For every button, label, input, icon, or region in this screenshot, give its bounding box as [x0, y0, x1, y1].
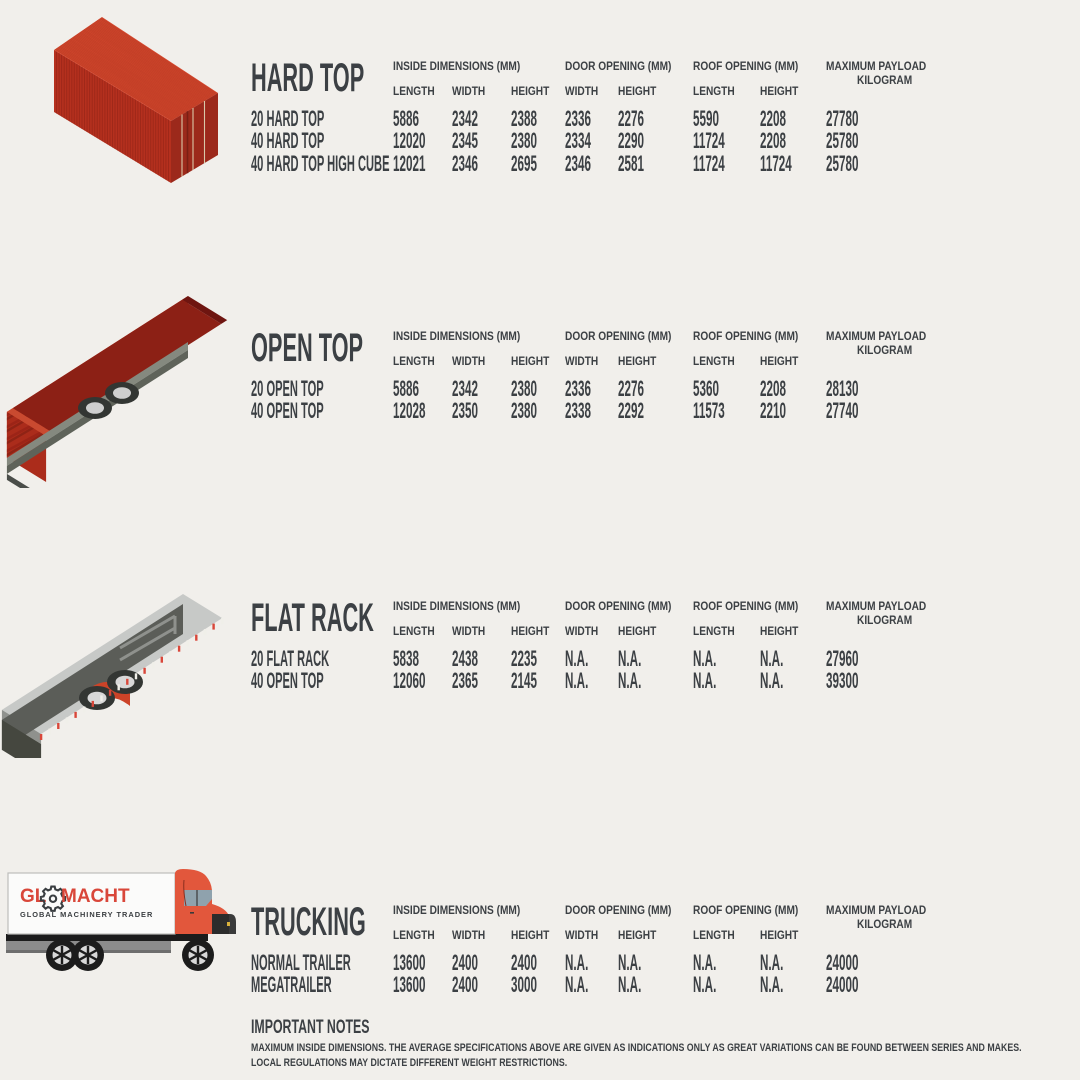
svg-text:GLOBAL MACHINERY TRADER: GLOBAL MACHINERY TRADER: [20, 910, 153, 919]
svg-text:MACHT: MACHT: [61, 886, 130, 907]
